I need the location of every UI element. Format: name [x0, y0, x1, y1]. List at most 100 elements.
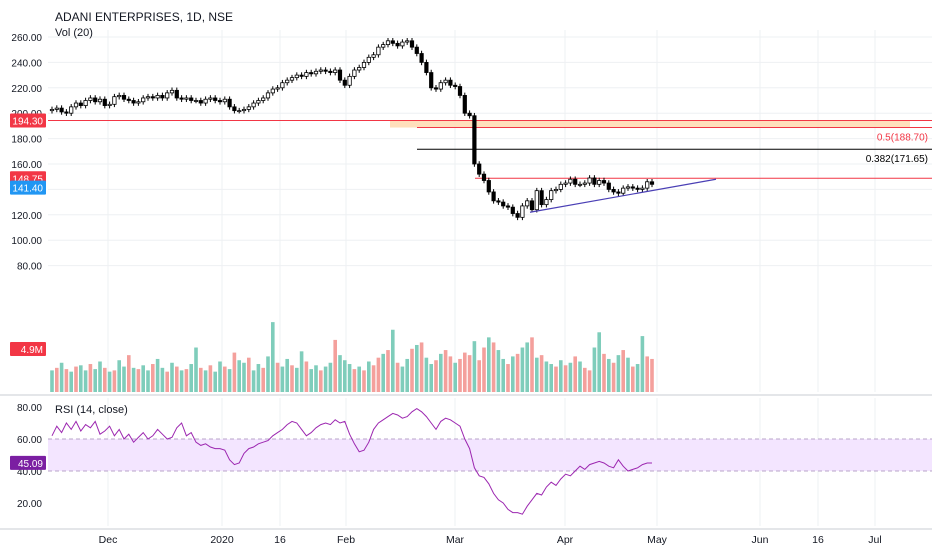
candle-body — [352, 69, 357, 77]
candle-body — [217, 100, 223, 103]
candle-body — [342, 79, 347, 86]
volume-bar — [539, 355, 544, 392]
candle-body — [261, 97, 266, 101]
volume-bar — [295, 367, 299, 392]
volume-bar — [112, 370, 117, 392]
candle-body — [429, 72, 434, 89]
volume-bar — [501, 358, 505, 392]
price-badge — [10, 342, 46, 356]
volume-bar — [515, 353, 520, 392]
volume-bar — [299, 351, 304, 392]
candle-body — [616, 191, 621, 194]
candle-body — [232, 106, 237, 112]
price-badge-label: 141.40 — [12, 184, 43, 195]
candle-body — [174, 89, 179, 99]
price-tick-label: 260.00 — [11, 33, 42, 44]
volume-bar — [434, 360, 438, 392]
volume-bar — [650, 358, 654, 392]
candle-body — [112, 96, 117, 105]
candle-body — [361, 62, 367, 68]
candle-body — [78, 102, 83, 106]
volume-bar — [607, 358, 611, 392]
candle-body — [453, 84, 458, 87]
candle-body — [390, 40, 395, 44]
volume-bar — [410, 348, 414, 392]
candle-body — [213, 97, 218, 101]
candle-body — [467, 112, 472, 117]
candle-body — [424, 62, 429, 73]
volume-bar — [463, 352, 467, 392]
candle-body — [477, 163, 482, 175]
price-tick-label: 180.00 — [11, 135, 42, 146]
candle-body — [443, 79, 448, 84]
volume-bar — [232, 352, 237, 392]
price-tick-label: 220.00 — [11, 84, 42, 95]
volume-bar — [290, 365, 294, 392]
candle-body — [97, 98, 103, 103]
candle-body — [371, 54, 376, 58]
volume-bar — [256, 364, 261, 392]
volume-bar — [275, 362, 280, 392]
volume-bar — [160, 367, 165, 392]
volume-bar — [223, 366, 227, 392]
candle-body — [289, 77, 295, 81]
volume-bar — [189, 364, 193, 392]
volume-bar — [127, 355, 131, 392]
time-tick-label: 16 — [812, 534, 824, 546]
volume-bar — [491, 342, 496, 392]
time-tick-label: May — [647, 534, 668, 546]
time-tick-label: Dec — [99, 534, 118, 546]
volume-bar — [93, 369, 97, 392]
volume-bar — [285, 358, 289, 392]
volume-bar — [621, 350, 625, 392]
volume-bar — [347, 364, 352, 392]
volume-bar — [381, 353, 385, 392]
volume-bar — [74, 366, 78, 392]
candle-body — [131, 100, 136, 104]
volume-bar — [530, 337, 534, 392]
volume-bar — [544, 361, 549, 392]
volume-bar — [405, 358, 409, 392]
candle-body — [83, 100, 88, 106]
candle-body — [520, 205, 525, 218]
volume-bar — [511, 356, 515, 392]
rsi-tick-label: 20.00 — [17, 499, 42, 510]
candle-body — [448, 79, 453, 86]
candle-body — [577, 183, 583, 186]
time-tick-label: Apr — [557, 534, 574, 546]
price-tick-label: 120.00 — [11, 211, 42, 222]
candle-body — [611, 188, 616, 193]
volume-bar — [155, 358, 160, 392]
candle-body — [136, 101, 141, 104]
volume-bar — [559, 360, 563, 392]
volume-indicator-label: Vol (20) — [55, 27, 93, 39]
volume-bar — [376, 357, 381, 392]
candle-body — [198, 100, 203, 104]
volume-bar — [179, 370, 184, 392]
candle-body — [126, 98, 131, 101]
volume-bar — [59, 362, 64, 392]
candle-body — [256, 100, 261, 104]
price-tick-label: 100.00 — [11, 236, 42, 247]
volume-bar — [554, 366, 558, 392]
candle-body — [227, 98, 232, 108]
candle-body — [270, 88, 275, 94]
candle-body — [549, 190, 554, 200]
volume-bar — [103, 367, 107, 392]
volume-bar — [357, 366, 361, 392]
volume-bar — [242, 362, 246, 392]
time-tick-label: 2020 — [210, 534, 234, 546]
candle-body — [438, 82, 443, 90]
candle-body — [73, 102, 79, 108]
candle-body — [117, 95, 122, 98]
candle-body — [59, 107, 64, 113]
volume-bar — [448, 356, 453, 392]
volume-bar — [568, 362, 573, 392]
candle-body — [313, 70, 319, 75]
candle-body — [189, 97, 194, 101]
volume-bar — [419, 342, 424, 392]
volume-bar — [487, 337, 491, 392]
candle-body — [165, 92, 170, 99]
